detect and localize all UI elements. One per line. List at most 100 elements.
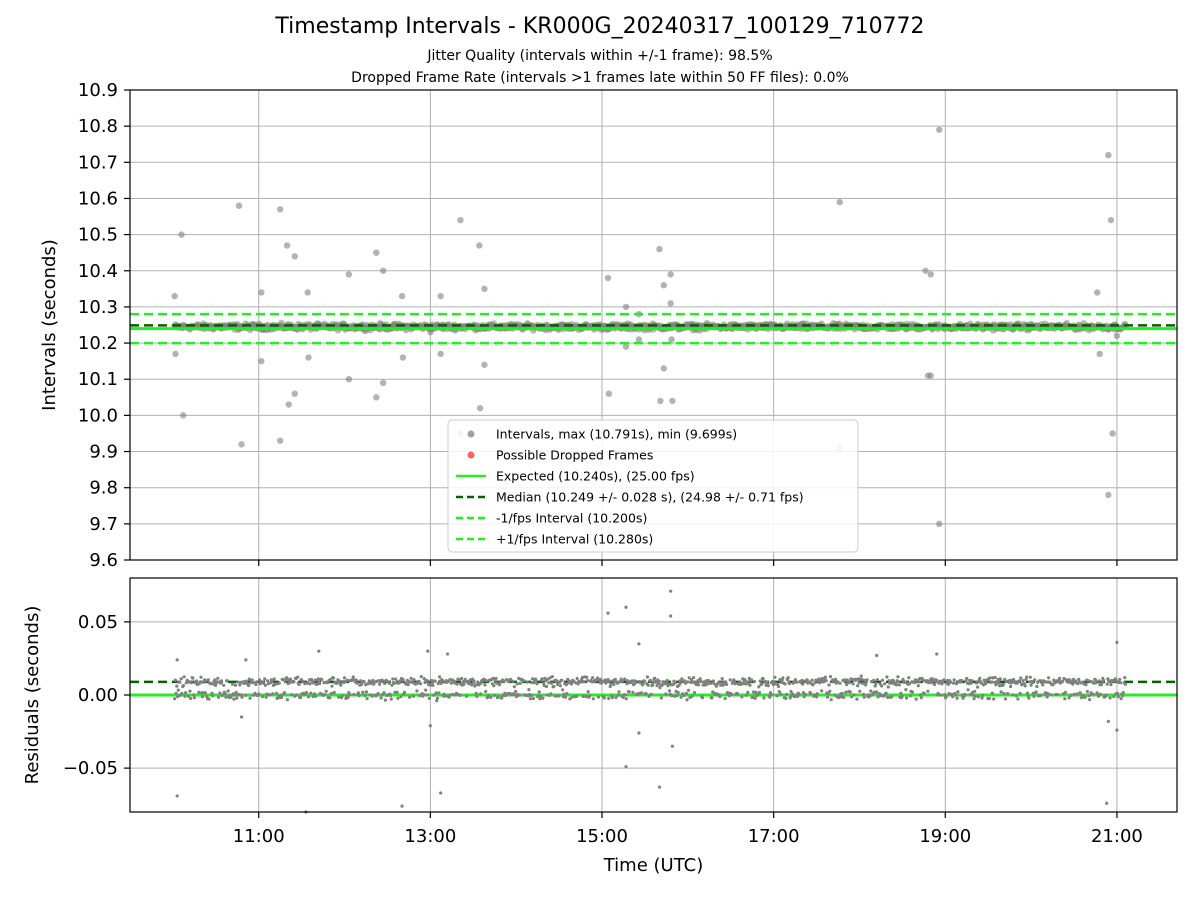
residual-point bbox=[743, 678, 747, 682]
interval-point bbox=[936, 520, 943, 528]
legend-label: Intervals, max (10.791s), min (9.699s) bbox=[496, 427, 737, 442]
residual-point bbox=[304, 691, 308, 695]
interval-point bbox=[668, 336, 675, 343]
residual-point bbox=[801, 691, 806, 695]
residual-point bbox=[439, 791, 443, 795]
residual-point bbox=[435, 696, 439, 700]
residual-point bbox=[793, 678, 798, 682]
residual-point bbox=[856, 684, 860, 688]
residual-point bbox=[434, 691, 438, 695]
residual-point bbox=[664, 692, 668, 696]
residual-point bbox=[298, 696, 303, 700]
residual-point bbox=[1024, 677, 1028, 682]
residual-point bbox=[176, 695, 180, 699]
residual-point bbox=[973, 689, 977, 693]
interval-point bbox=[172, 350, 179, 358]
residual-point bbox=[432, 693, 436, 697]
residual-point bbox=[226, 689, 230, 693]
residual-point bbox=[419, 675, 423, 679]
residual-point bbox=[790, 692, 795, 696]
residual-point bbox=[926, 689, 930, 693]
residual-point bbox=[730, 693, 734, 697]
residual-point bbox=[216, 695, 221, 699]
residual-point bbox=[946, 682, 951, 687]
residual-point bbox=[582, 680, 586, 684]
residual-point bbox=[815, 695, 819, 699]
residual-point bbox=[312, 681, 316, 685]
residual-point bbox=[981, 693, 985, 698]
residual-point bbox=[1069, 693, 1073, 698]
residual-point bbox=[657, 679, 661, 683]
residual-point bbox=[1080, 693, 1084, 697]
residual-point bbox=[757, 685, 761, 689]
residual-point bbox=[675, 694, 679, 698]
residual-point bbox=[801, 682, 805, 686]
residual-point bbox=[617, 690, 621, 694]
residual-point bbox=[673, 681, 677, 685]
residual-point bbox=[541, 696, 545, 700]
residual-point bbox=[719, 681, 724, 685]
x-tick-label: 19:00 bbox=[919, 826, 971, 847]
residual-point bbox=[356, 691, 360, 695]
residual-point bbox=[225, 679, 229, 683]
residual-point bbox=[585, 679, 590, 683]
residual-point bbox=[492, 693, 497, 698]
residual-point bbox=[292, 680, 296, 684]
residual-point bbox=[1087, 694, 1091, 698]
legend-marker bbox=[467, 451, 475, 459]
intervals-reference-lines bbox=[130, 312, 1177, 345]
y-tick-label: 10.7 bbox=[78, 152, 118, 173]
residual-point bbox=[451, 692, 455, 697]
residual-point bbox=[484, 689, 488, 694]
residual-point bbox=[391, 677, 395, 681]
residual-point bbox=[679, 695, 683, 699]
interval-point bbox=[605, 390, 613, 397]
interval-point bbox=[656, 245, 663, 253]
residual-point bbox=[990, 680, 994, 684]
chart-title: Timestamp Intervals - KR000G_20240317_10… bbox=[275, 14, 925, 39]
residual-point bbox=[295, 693, 299, 697]
residual-point bbox=[189, 681, 194, 685]
residual-point bbox=[890, 694, 894, 699]
residual-point bbox=[257, 692, 261, 696]
residual-point bbox=[1078, 691, 1082, 695]
residual-point bbox=[437, 691, 441, 695]
residual-point bbox=[670, 694, 674, 698]
residual-point bbox=[858, 689, 862, 693]
residual-point bbox=[389, 697, 393, 701]
residual-point bbox=[584, 695, 588, 699]
residual-point bbox=[951, 695, 955, 699]
y-tick-label: −0.05 bbox=[63, 758, 118, 779]
residual-point bbox=[720, 677, 724, 681]
interval-point bbox=[1105, 491, 1112, 499]
residual-point bbox=[307, 695, 311, 699]
residual-point bbox=[473, 683, 478, 687]
residual-point bbox=[203, 691, 207, 695]
residual-point bbox=[644, 692, 648, 696]
residual-point bbox=[489, 695, 493, 700]
residual-point bbox=[834, 677, 838, 681]
residual-point bbox=[626, 679, 630, 683]
residual-point bbox=[1094, 681, 1098, 685]
residual-point bbox=[254, 682, 258, 687]
y-tick-label: 10.8 bbox=[78, 116, 118, 137]
interval-point bbox=[238, 441, 245, 448]
interval-point bbox=[660, 282, 667, 289]
residual-point bbox=[197, 690, 201, 695]
residual-point bbox=[402, 690, 407, 694]
x-axis-label: Time (UTC) bbox=[603, 855, 704, 876]
residual-point bbox=[733, 679, 737, 683]
residual-point bbox=[244, 679, 248, 683]
y-tick-label: 0.05 bbox=[78, 612, 118, 633]
residual-point bbox=[978, 676, 982, 681]
residual-point bbox=[864, 683, 868, 687]
residual-point bbox=[178, 680, 182, 684]
residual-point bbox=[1027, 696, 1031, 700]
residual-point bbox=[829, 698, 833, 702]
interval-point bbox=[1096, 350, 1103, 358]
residual-point bbox=[913, 680, 917, 685]
residual-point bbox=[255, 680, 259, 684]
residual-point bbox=[346, 695, 350, 700]
y-tick-label: 10.5 bbox=[78, 225, 118, 246]
residual-point bbox=[337, 695, 341, 699]
